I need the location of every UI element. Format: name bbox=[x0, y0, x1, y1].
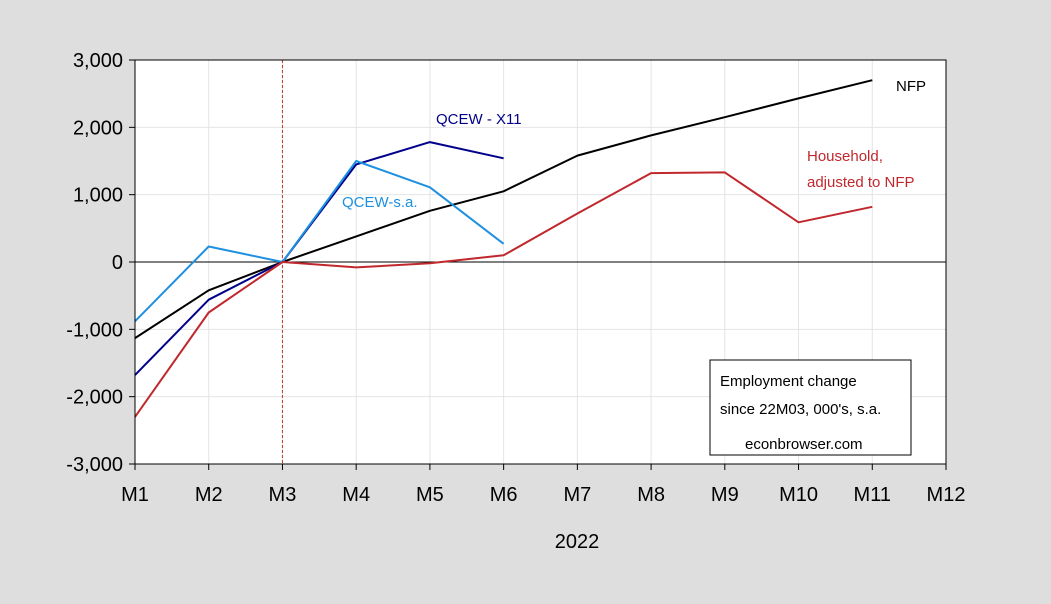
x-tick-label-11: M12 bbox=[927, 484, 966, 506]
x-tick-label-7: M8 bbox=[637, 484, 665, 506]
series-line-1 bbox=[134, 141, 504, 376]
series-labels: NFP QCEW - X11 QCEW-s.a. Household, adjusted… bbox=[342, 78, 926, 211]
x-tick-label-10: M11 bbox=[854, 484, 891, 506]
x-tick-label-3: M4 bbox=[342, 484, 370, 506]
y-tick-label-0: 3,000 bbox=[73, 50, 123, 72]
series-label-2-line-0: QCEW-s.a. bbox=[342, 194, 418, 211]
series-line-3 bbox=[134, 171, 873, 418]
x-tick-label-8: M9 bbox=[711, 484, 739, 506]
y-tick-label-6: -3,000 bbox=[66, 454, 123, 476]
y-tick-label-1: 2,000 bbox=[73, 117, 123, 139]
x-tick-label-1: M2 bbox=[195, 484, 223, 506]
x-axis-title: 2022 bbox=[555, 531, 600, 553]
x-tick-label-4: M5 bbox=[416, 484, 444, 506]
annotation-frame bbox=[709, 359, 912, 456]
annotation-line-1: Employment change bbox=[720, 373, 857, 390]
y-tick-label-3: 0 bbox=[112, 252, 123, 274]
x-tick-label-6: M7 bbox=[563, 484, 591, 506]
annotation-line-2: since 22M03, 000's, s.a. bbox=[720, 401, 881, 418]
y-tick-label-4: -1,000 bbox=[66, 319, 123, 341]
annotation-box: Employment change since 22M03, 000's, s.… bbox=[709, 359, 912, 456]
series-label-1-line-0: QCEW - X11 bbox=[436, 111, 522, 128]
series-layer bbox=[134, 79, 873, 418]
x-tick-label-2: M3 bbox=[269, 484, 297, 506]
series-line-2 bbox=[134, 160, 505, 323]
series-line-0 bbox=[134, 79, 873, 339]
x-axis: M1 M2 M3 M4 M5 M6 M7 M8 M9 M10 M11 M12 bbox=[121, 464, 965, 506]
series-label-0-line-0: NFP bbox=[896, 78, 926, 95]
y-tick-label-2: 1,000 bbox=[73, 185, 123, 207]
x-tick-label-9: M10 bbox=[779, 484, 818, 506]
x-tick-label-0: M1 bbox=[121, 484, 149, 506]
y-tick-label-5: -2,000 bbox=[66, 387, 123, 409]
x-tick-label-5: M6 bbox=[490, 484, 518, 506]
y-axis: 3,000 2,000 1,000 0 -1,000 -2,000 -3,000 bbox=[66, 50, 135, 476]
series-label-3-line-0: Household, bbox=[807, 148, 883, 165]
series-label-3-line-1: adjusted to NFP bbox=[807, 174, 915, 191]
annotation-source: econbrowser.com bbox=[745, 436, 863, 453]
